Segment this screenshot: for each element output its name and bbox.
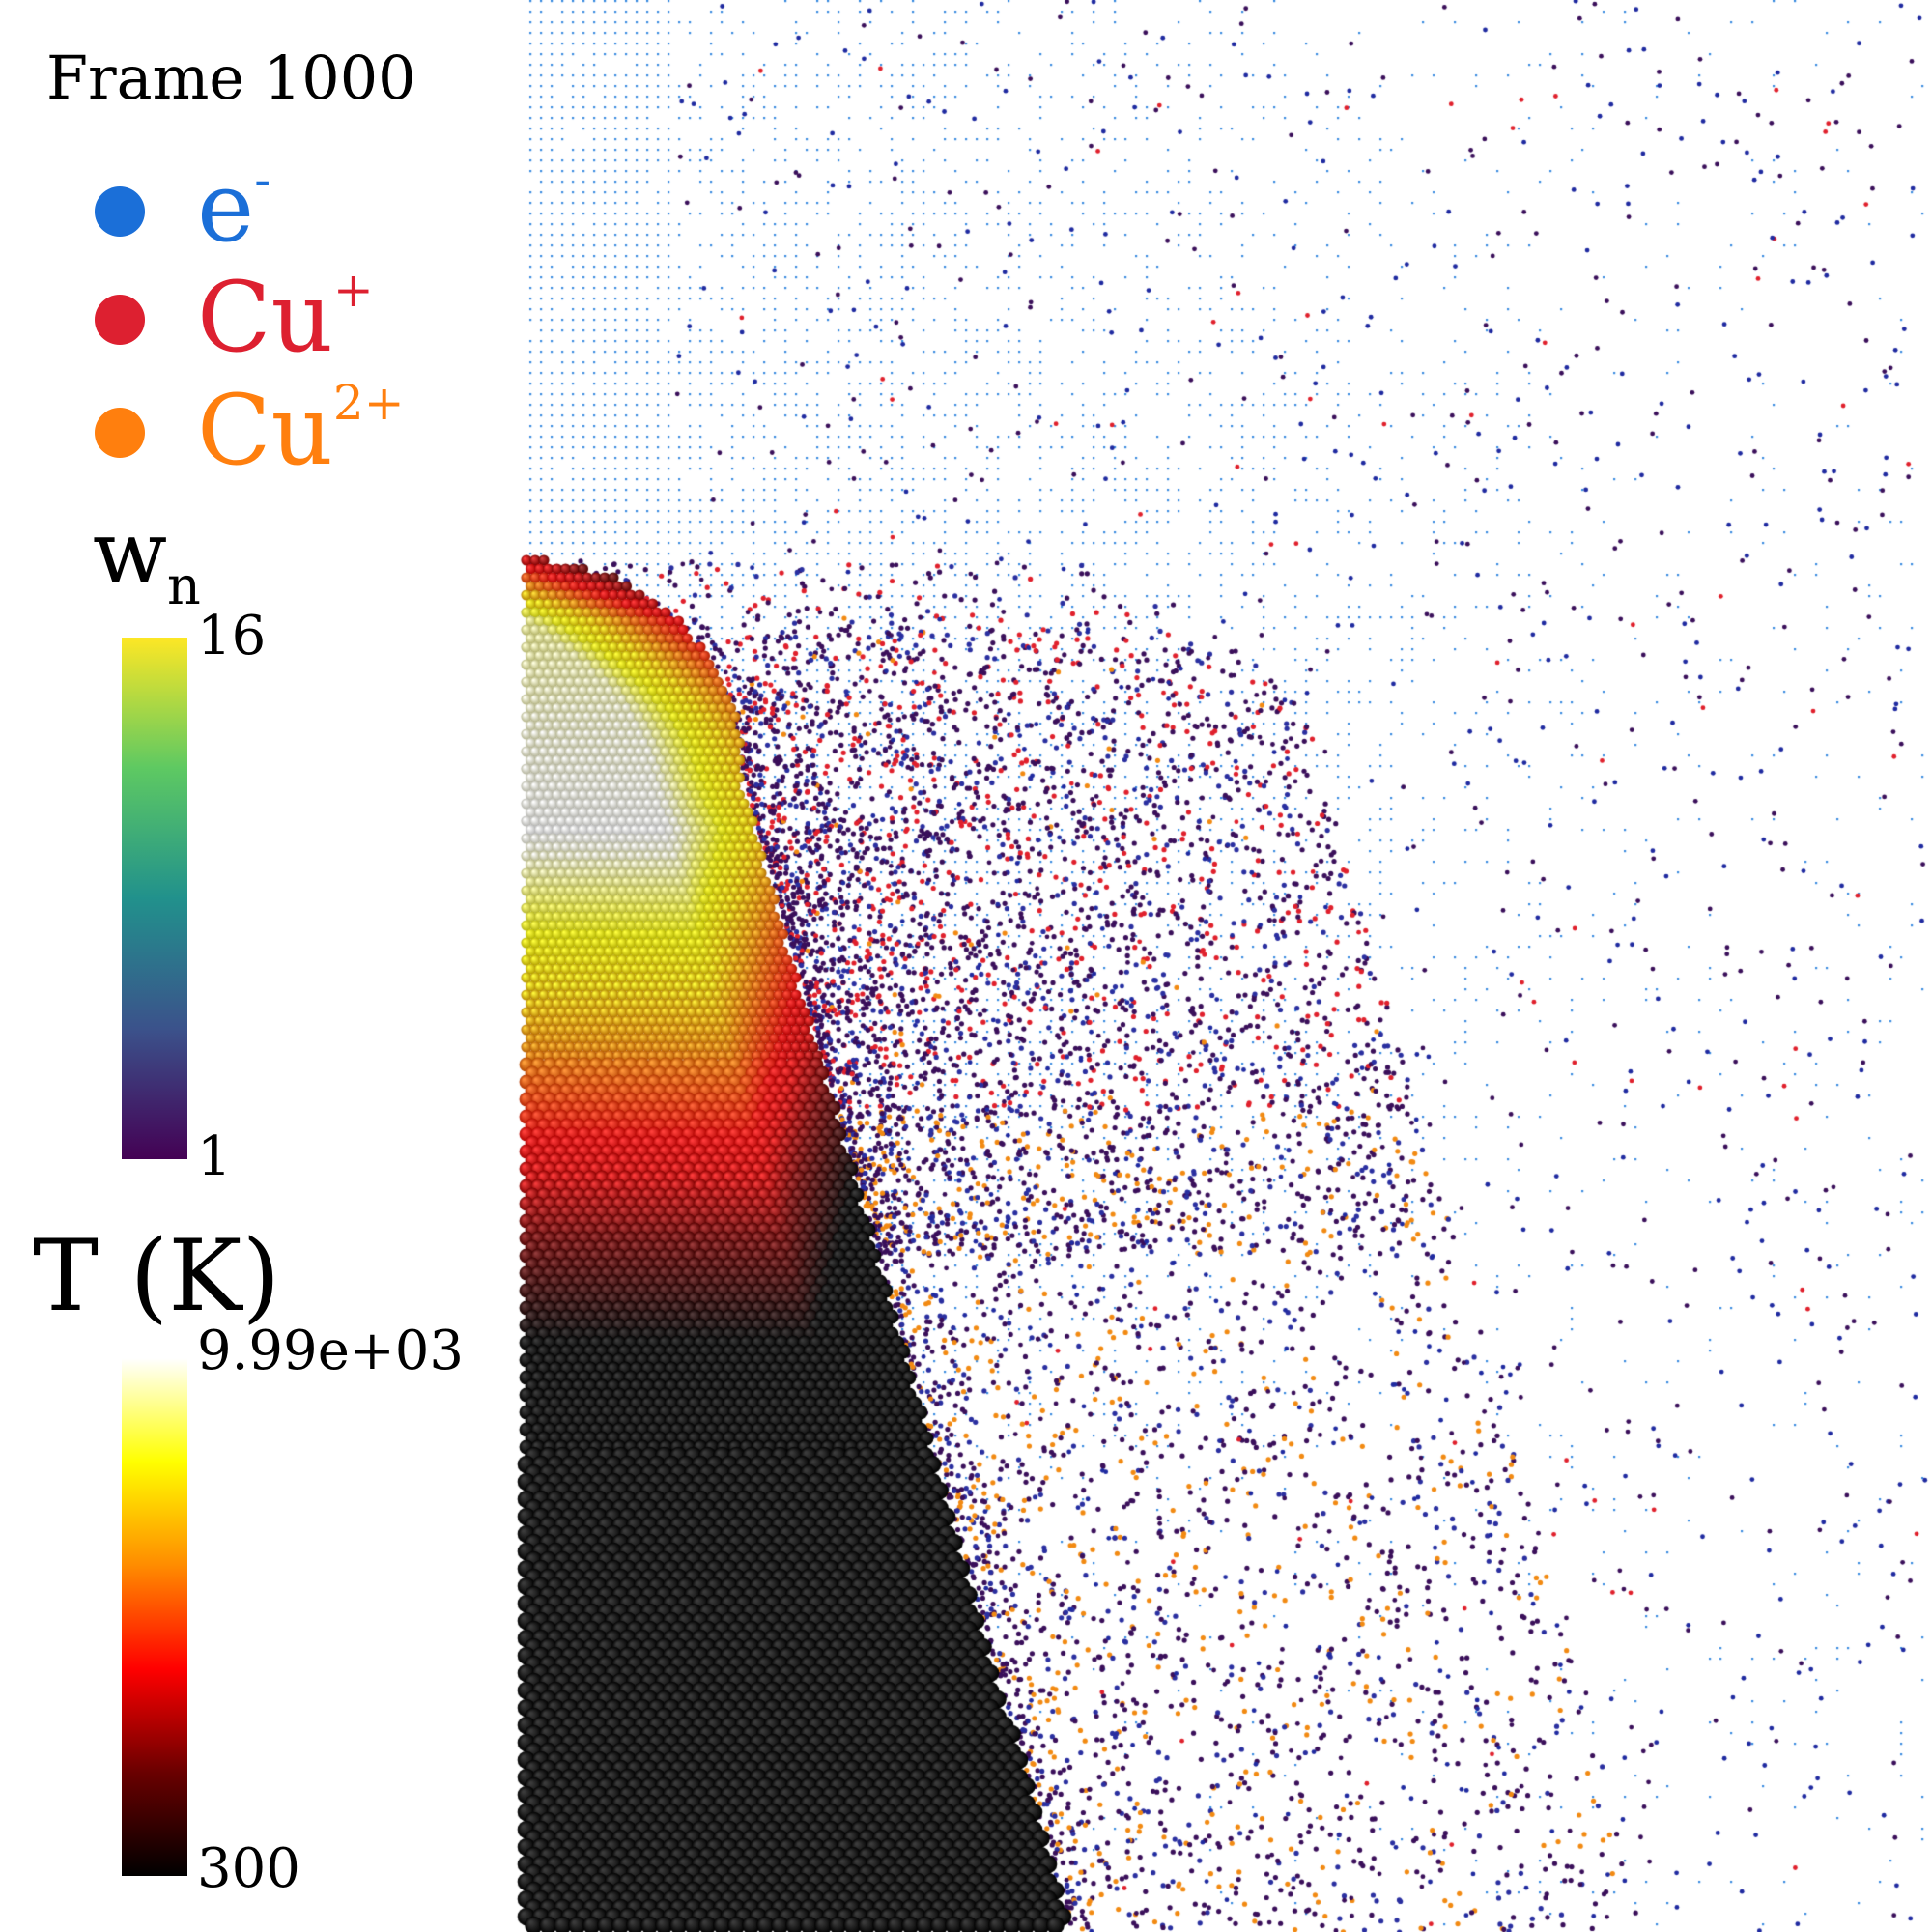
temperature-colorbar-title: T (K) <box>33 1219 281 1334</box>
electron-marker-icon <box>95 186 145 237</box>
legend-item-cu-plus: Cu+ <box>95 261 500 380</box>
temperature-colorbar <box>122 1358 187 1876</box>
legend-label-cu-plus: Cu+ <box>197 261 374 374</box>
wn-colorbar <box>122 638 187 1159</box>
wn-colorbar-min-label: 1 <box>197 1125 232 1188</box>
frame-label: Frame 1000 <box>46 43 416 113</box>
legend-label-cu-2plus: Cu2+ <box>197 374 405 487</box>
temperature-colorbar-min-label: 300 <box>197 1837 300 1900</box>
legend-label-electron: e- <box>197 151 271 264</box>
cu-2plus-marker-icon <box>95 408 145 458</box>
cu-plus-marker-icon <box>95 295 145 345</box>
legend-item-electron: e- <box>95 152 500 266</box>
wn-colorbar-title: wn <box>93 502 201 616</box>
wn-colorbar-max-label: 16 <box>197 605 267 668</box>
legend-item-cu-2plus: Cu2+ <box>95 374 500 493</box>
temperature-colorbar-max-label: 9.99e+03 <box>197 1320 465 1382</box>
